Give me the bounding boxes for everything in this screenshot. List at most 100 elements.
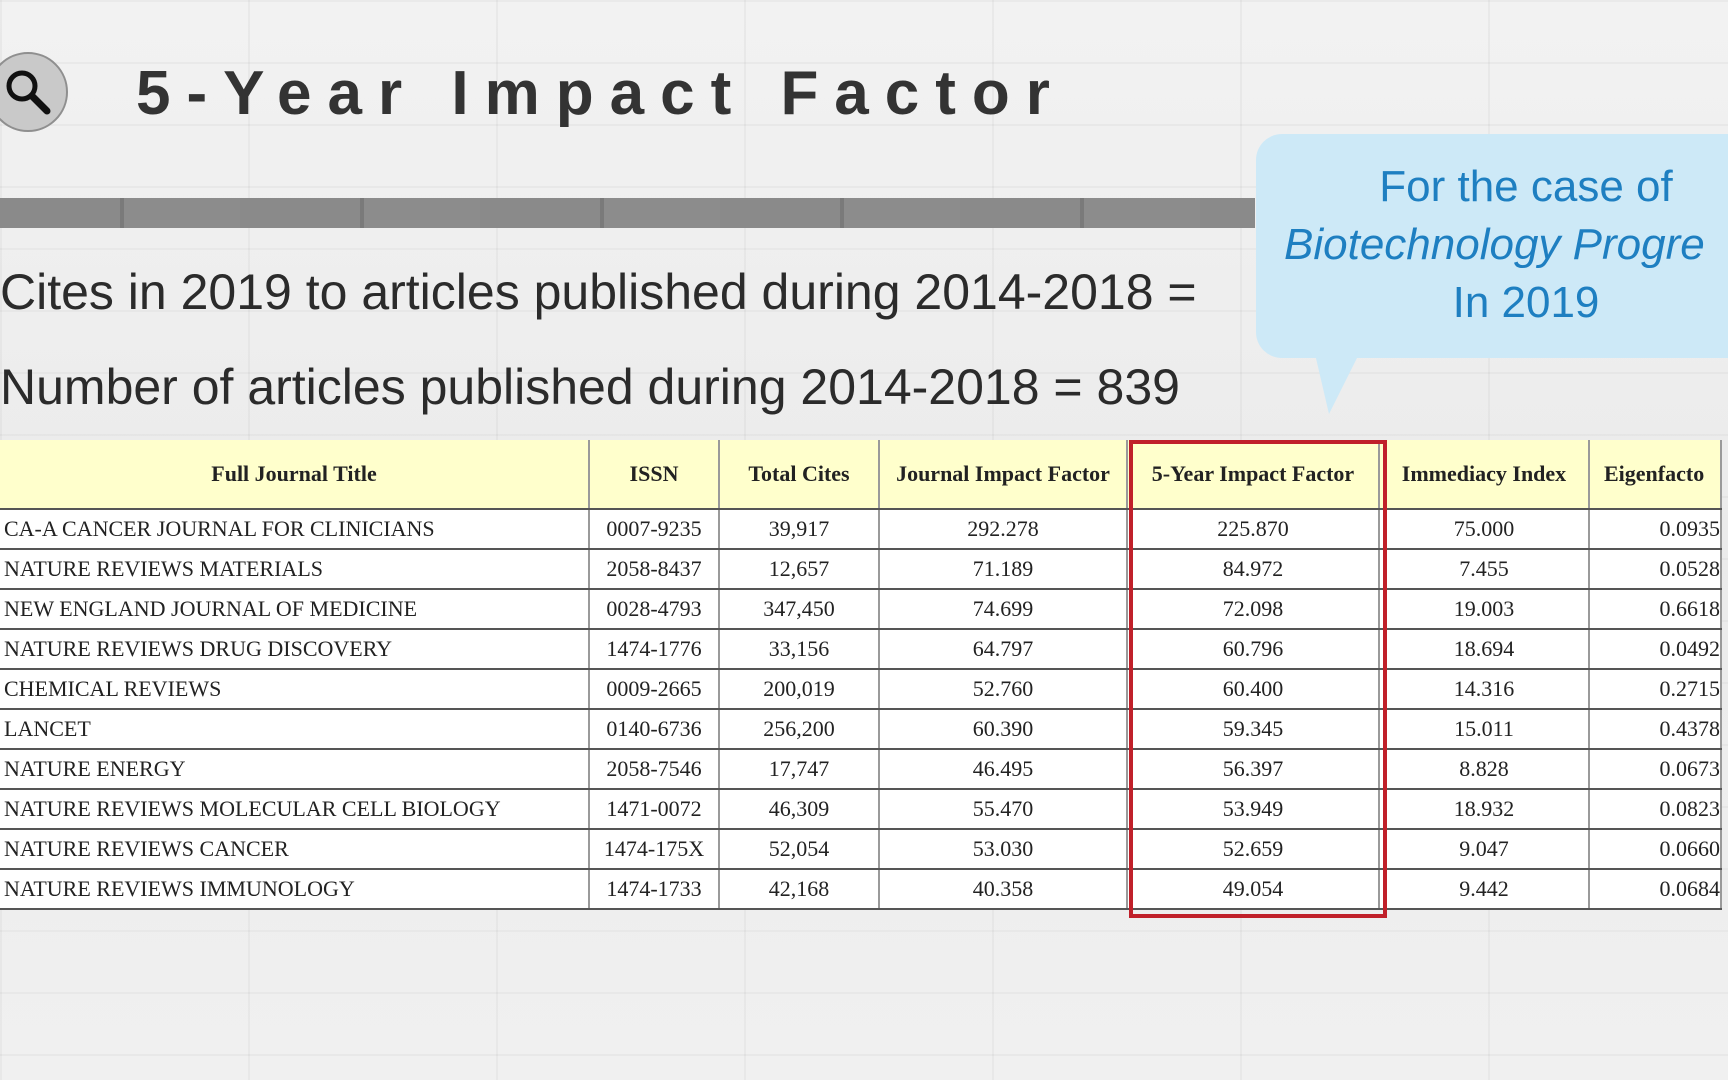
cell-eigenfactor: 0.0660 [1589, 829, 1722, 870]
cell-eigenfactor: 0.0492 [1589, 629, 1722, 670]
cell-eigenfactor: 0.0673 [1589, 749, 1722, 790]
title-divider [0, 198, 1255, 228]
cell-5-year-impact-factor: 60.400 [1127, 669, 1380, 710]
cell-immediacy-index: 8.828 [1379, 749, 1590, 790]
header-full-journal-title: Full Journal Title [0, 440, 590, 510]
cell-journal-impact-factor: 46.495 [879, 749, 1128, 790]
callout-line-1: For the case of [1379, 162, 1673, 211]
table-row: NATURE REVIEWS CANCER 1474-175X 52,054 53.0… [0, 829, 1722, 870]
cell-immediacy-index: 19.003 [1379, 589, 1590, 630]
cell-title: NATURE REVIEWS MOLECULAR CELL BIOLOGY [0, 789, 590, 830]
table-row: LANCET 0140-6736 256,200 60.390 59.345 15.011… [0, 709, 1722, 750]
cell-eigenfactor: 0.2715 [1589, 669, 1722, 710]
cell-journal-impact-factor: 292.278 [879, 509, 1128, 550]
table-row: NATURE REVIEWS IMMUNOLOGY 1474-1733 42,168… [0, 869, 1722, 910]
cell-immediacy-index: 14.316 [1379, 669, 1590, 710]
cell-journal-impact-factor: 53.030 [879, 829, 1128, 870]
cell-5-year-impact-factor: 84.972 [1127, 549, 1380, 590]
cell-5-year-impact-factor: 52.659 [1127, 829, 1380, 870]
cell-total-cites: 12,657 [719, 549, 880, 590]
journal-table: Full Journal Title ISSN Total Cites Jour… [0, 440, 1722, 910]
callout-bubble: For the case of Biotechnology Progre In … [1256, 134, 1728, 358]
cell-immediacy-index: 18.932 [1379, 789, 1590, 830]
cell-title: LANCET [0, 709, 590, 750]
cell-issn: 0007-9235 [589, 509, 720, 550]
table-header-row: Full Journal Title ISSN Total Cites Jour… [0, 440, 1722, 510]
cell-5-year-impact-factor: 72.098 [1127, 589, 1380, 630]
table-row: NEW ENGLAND JOURNAL OF MEDICINE 0028-4793… [0, 589, 1722, 630]
search-button[interactable] [0, 52, 68, 132]
cell-journal-impact-factor: 60.390 [879, 709, 1128, 750]
cell-total-cites: 46,309 [719, 789, 880, 830]
cell-journal-impact-factor: 64.797 [879, 629, 1128, 670]
cell-immediacy-index: 9.047 [1379, 829, 1590, 870]
cell-immediacy-index: 18.694 [1379, 629, 1590, 670]
cell-title: CA-A CANCER JOURNAL FOR CLINICIANS [0, 509, 590, 550]
cell-issn: 0009-2665 [589, 669, 720, 710]
cell-immediacy-index: 15.011 [1379, 709, 1590, 750]
cell-5-year-impact-factor: 53.949 [1127, 789, 1380, 830]
cell-title: NEW ENGLAND JOURNAL OF MEDICINE [0, 589, 590, 630]
header-eigenfactor: Eigenfacto [1589, 440, 1722, 510]
header-5-year-impact-factor: 5-Year Impact Factor [1127, 440, 1380, 510]
cell-total-cites: 52,054 [719, 829, 880, 870]
cell-issn: 2058-8437 [589, 549, 720, 590]
cell-eigenfactor: 0.0684 [1589, 869, 1722, 910]
table-row: CHEMICAL REVIEWS 0009-2665 200,019 52.760 60… [0, 669, 1722, 710]
cell-5-year-impact-factor: 56.397 [1127, 749, 1380, 790]
table-row: NATURE REVIEWS DRUG DISCOVERY 1474-1776 33… [0, 629, 1722, 670]
cell-5-year-impact-factor: 60.796 [1127, 629, 1380, 670]
cell-journal-impact-factor: 52.760 [879, 669, 1128, 710]
callout-line-2: Biotechnology Progre [1284, 220, 1705, 269]
cell-title: NATURE REVIEWS IMMUNOLOGY [0, 869, 590, 910]
cell-title: CHEMICAL REVIEWS [0, 669, 590, 710]
articles-line: Number of articles published during 2014… [0, 359, 1180, 415]
cell-issn: 2058-7546 [589, 749, 720, 790]
header-immediacy-index: Immediacy Index [1379, 440, 1590, 510]
slide-title: 5-Year Impact Factor [136, 59, 1066, 128]
table-row: NATURE REVIEWS MOLECULAR CELL BIOLOGY 147… [0, 789, 1722, 830]
cell-total-cites: 200,019 [719, 669, 880, 710]
cell-issn: 1474-175X [589, 829, 720, 870]
cell-eigenfactor: 0.0935 [1589, 509, 1722, 550]
table-row: CA-A CANCER JOURNAL FOR CLINICIANS 0007-9… [0, 509, 1722, 550]
header-issn: ISSN [589, 440, 720, 510]
callout-line-3: In 2019 [1452, 278, 1600, 327]
cell-eigenfactor: 0.6618 [1589, 589, 1722, 630]
cell-issn: 1474-1733 [589, 869, 720, 910]
cell-5-year-impact-factor: 225.870 [1127, 509, 1380, 550]
cell-total-cites: 347,450 [719, 589, 880, 630]
cell-eigenfactor: 0.0823 [1589, 789, 1722, 830]
cell-issn: 0028-4793 [589, 589, 720, 630]
cell-total-cites: 256,200 [719, 709, 880, 750]
cell-title: NATURE REVIEWS CANCER [0, 829, 590, 870]
callout-tail [1315, 354, 1359, 414]
header-total-cites: Total Cites [719, 440, 880, 510]
cell-title: NATURE ENERGY [0, 749, 590, 790]
cell-journal-impact-factor: 71.189 [879, 549, 1128, 590]
cell-journal-impact-factor: 40.358 [879, 869, 1128, 910]
cell-title: NATURE REVIEWS DRUG DISCOVERY [0, 629, 590, 670]
cell-title: NATURE REVIEWS MATERIALS [0, 549, 590, 590]
cell-issn: 1474-1776 [589, 629, 720, 670]
table-row: NATURE REVIEWS MATERIALS 2058-8437 12,657 7… [0, 549, 1722, 590]
cell-total-cites: 17,747 [719, 749, 880, 790]
cell-total-cites: 33,156 [719, 629, 880, 670]
cell-immediacy-index: 9.442 [1379, 869, 1590, 910]
cell-eigenfactor: 0.4378 [1589, 709, 1722, 750]
header-journal-impact-factor: Journal Impact Factor [879, 440, 1128, 510]
cell-immediacy-index: 75.000 [1379, 509, 1590, 550]
cell-immediacy-index: 7.455 [1379, 549, 1590, 590]
cell-total-cites: 42,168 [719, 869, 880, 910]
cites-line: Cites in 2019 to articles published duri… [0, 264, 1197, 320]
table-row: NATURE ENERGY 2058-7546 17,747 46.495 56.397… [0, 749, 1722, 790]
cell-journal-impact-factor: 55.470 [879, 789, 1128, 830]
cell-issn: 1471-0072 [589, 789, 720, 830]
cell-issn: 0140-6736 [589, 709, 720, 750]
cell-total-cites: 39,917 [719, 509, 880, 550]
cell-eigenfactor: 0.0528 [1589, 549, 1722, 590]
cell-5-year-impact-factor: 49.054 [1127, 869, 1380, 910]
cell-5-year-impact-factor: 59.345 [1127, 709, 1380, 750]
search-icon [6, 70, 51, 115]
cell-journal-impact-factor: 74.699 [879, 589, 1128, 630]
